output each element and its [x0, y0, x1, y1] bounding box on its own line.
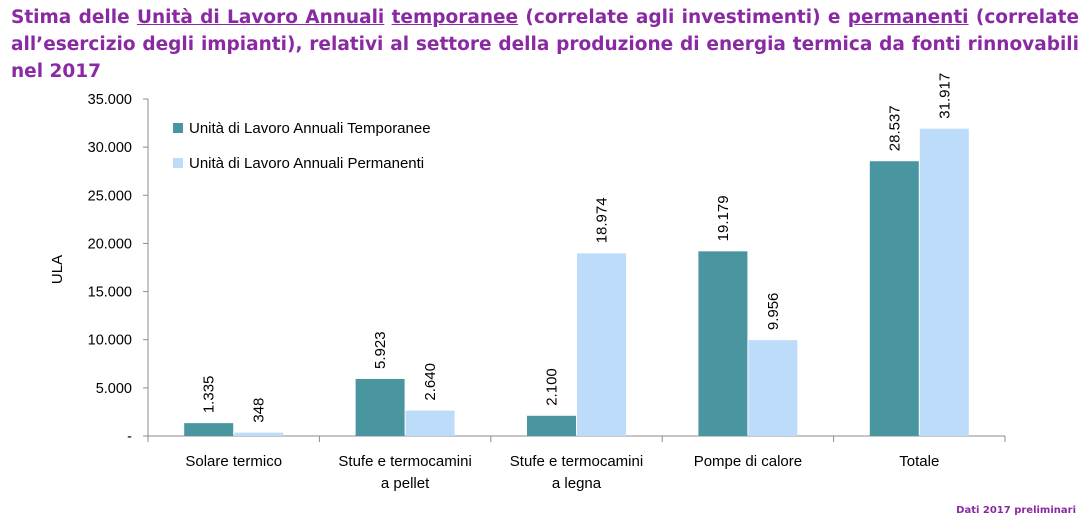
bar-temporanee — [527, 415, 576, 436]
title-segment: (correlate all’esercizio degli impianti)… — [11, 7, 1079, 82]
legend-swatch — [173, 158, 183, 168]
bar-permanenti — [234, 432, 284, 436]
bar-temporanee — [698, 251, 748, 436]
bar-temporanee — [869, 161, 919, 436]
data-label: 2.100 — [544, 368, 561, 406]
y-tick-label: 30.000 — [88, 140, 132, 156]
data-label: 18.974 — [594, 197, 611, 243]
bar-permanenti — [919, 128, 969, 437]
footnote: Dati 2017 preliminari — [956, 505, 1076, 516]
data-label: 28.537 — [886, 105, 903, 151]
data-label: 31.917 — [936, 73, 953, 119]
x-category-label: a pellet — [381, 475, 430, 492]
legend-label: Unità di Lavoro Annuali Temporanee — [189, 120, 431, 137]
chart-title: Stima delle Unità di Lavoro Annuali temp… — [11, 4, 1079, 85]
data-label: 19.179 — [715, 195, 732, 241]
bar-permanenti — [748, 340, 798, 436]
x-category-label: Solare termico — [185, 453, 282, 470]
x-category-label: Totale — [899, 453, 939, 470]
data-label: 5.923 — [372, 331, 389, 369]
x-category-label: a legna — [552, 475, 602, 492]
title-segment: Stima delle — [11, 7, 137, 28]
data-label: 348 — [251, 398, 268, 423]
bar-temporanee — [355, 378, 405, 436]
x-category-label: Stufe e termocamini — [510, 453, 643, 470]
y-tick-label: 10.000 — [88, 333, 132, 349]
y-axis-label: ULA — [49, 255, 66, 284]
title-segment: (correlate agli investimenti) e — [518, 7, 848, 28]
y-tick-label: 35.000 — [88, 92, 132, 108]
bar-permanenti — [577, 253, 626, 436]
y-tick-label: 5.000 — [96, 381, 132, 397]
title-underlined-segment: Unità di Lavoro Annuali — [136, 7, 385, 28]
data-label: 1.335 — [201, 376, 218, 414]
x-category-label: Pompe di calore — [694, 453, 802, 470]
bar-temporanee — [184, 423, 234, 436]
legend-swatch — [173, 123, 183, 133]
bar-permanenti — [405, 410, 455, 436]
data-label: 9.956 — [765, 293, 782, 331]
y-tick-label: - — [127, 429, 132, 445]
title-underlined-segment: temporanee — [391, 7, 519, 28]
y-tick-label: 20.000 — [88, 236, 132, 252]
legend-label: Unità di Lavoro Annuali Permanenti — [189, 155, 424, 172]
y-tick-label: 25.000 — [88, 188, 132, 204]
data-label: 2.640 — [422, 363, 439, 401]
title-underlined-segment: permanenti — [847, 7, 969, 28]
x-category-label: Stufe e termocamini — [338, 453, 471, 470]
y-tick-label: 15.000 — [88, 285, 132, 301]
